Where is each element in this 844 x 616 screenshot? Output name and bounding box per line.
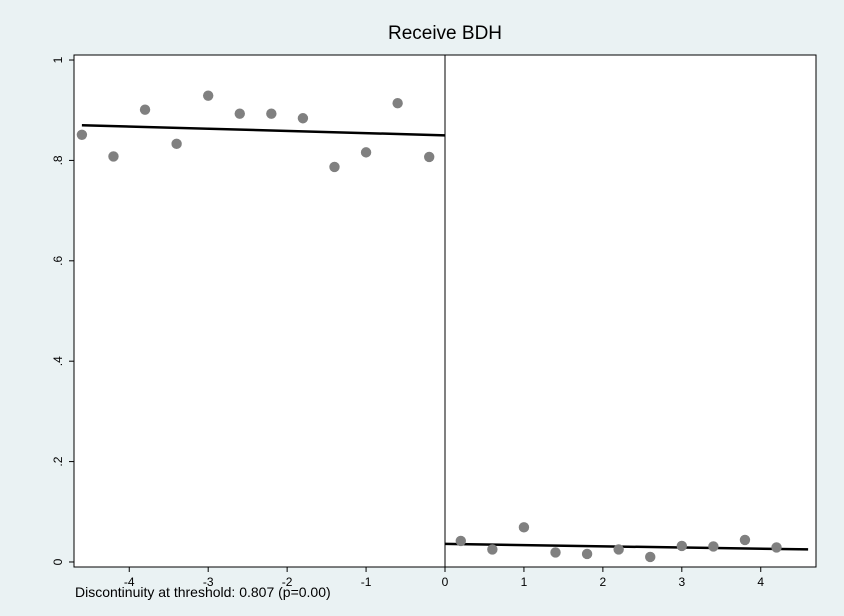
data-point <box>771 542 782 553</box>
y-tick-label: .6 <box>51 255 65 265</box>
x-tick-label: -4 <box>124 575 135 589</box>
fit-line-left <box>81 124 446 137</box>
discontinuity-note: Discontinuity at threshold: 0.807 (p=0.0… <box>75 584 331 600</box>
data-point <box>581 548 593 560</box>
data-point <box>487 544 498 555</box>
fit-line-right <box>444 542 809 551</box>
data-point <box>108 151 119 162</box>
data-point <box>266 108 277 119</box>
data-point <box>360 147 372 158</box>
x-axis: -4 -3 -2 -1 0 1 2 3 4 <box>124 567 764 589</box>
data-point <box>708 541 719 552</box>
y-tick-label: .2 <box>51 456 65 466</box>
x-tick-label: 2 <box>600 575 607 589</box>
y-tick-label: 0 <box>51 558 65 565</box>
data-point <box>329 161 340 173</box>
y-tick-label: .8 <box>51 155 65 165</box>
fit-lines <box>81 124 809 551</box>
data-point <box>234 108 245 119</box>
x-tick-label: -1 <box>361 575 372 589</box>
data-point <box>392 97 403 109</box>
y-tick-label: 1 <box>51 56 65 63</box>
data-point <box>139 104 151 115</box>
x-tick-label: 0 <box>442 575 449 589</box>
data-point <box>550 547 561 558</box>
data-point <box>518 522 530 533</box>
x-tick-label: 3 <box>678 575 685 589</box>
x-tick-label: 4 <box>757 575 764 589</box>
y-axis: 0 .2 .4 .6 .8 1 <box>51 56 74 565</box>
data-point <box>739 534 751 546</box>
data-point <box>613 544 624 555</box>
data-point <box>297 113 309 124</box>
data-point <box>455 535 466 547</box>
data-point <box>676 540 688 552</box>
data-point <box>76 129 88 141</box>
data-points <box>76 90 782 563</box>
data-point <box>171 138 182 150</box>
y-tick-label: .4 <box>51 356 65 366</box>
data-point <box>645 551 656 563</box>
x-tick-label: -2 <box>282 575 293 589</box>
x-tick-label: -3 <box>203 575 214 589</box>
data-point <box>424 151 435 163</box>
data-point <box>202 90 214 101</box>
chart-title: Receive BDH <box>388 23 502 44</box>
x-tick-label: 1 <box>521 575 528 589</box>
